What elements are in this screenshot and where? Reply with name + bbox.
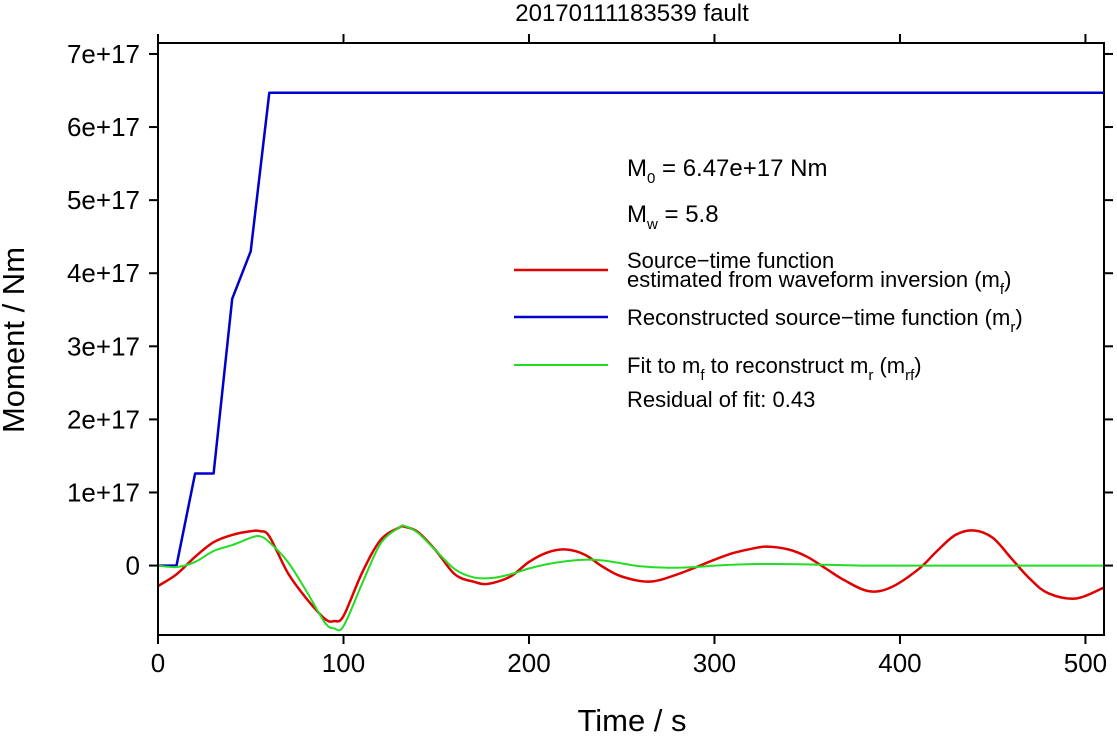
x-tick-label-100: 100 (322, 648, 365, 678)
x-tick-label-300: 300 (693, 648, 736, 678)
x-tick-label-500: 500 (1064, 648, 1107, 678)
mw-annotation: Mw​ = 5.8 (627, 201, 719, 233)
x-tick-label-200: 200 (507, 648, 550, 678)
residual-annotation: Residual of fit: 0.43 (627, 387, 815, 412)
y-tick-label-1e+17: 1e+17 (67, 477, 140, 507)
ticks-layer: 0 100 200 300 400 500 0 1e+17 2e+17 3e+17 4e+17 5e+… (67, 34, 1113, 678)
y-tick-label-0: 0 (126, 551, 140, 581)
x-axis-title: Time / s (577, 703, 686, 736)
series-line-mr (158, 91, 1104, 567)
legend-label-mrf-0: Fit to mf​ to reconstruct mr​ (mrf​) (627, 353, 922, 384)
chart-title: 20170111183539 fault (515, 0, 749, 27)
x-tick-label-400: 400 (878, 648, 921, 678)
annotation-layer: M0​ = 6.47e+17 Nm Mw​ = 5.8 Residual of fi… (627, 155, 827, 412)
legend-label-mf-0: Source−time function (627, 248, 834, 273)
y-tick-label-6e+17: 6e+17 (67, 112, 140, 142)
legend-label-mf-1: estimated from waveform inversion (mf​) (627, 267, 1011, 298)
plot-frame (157, 42, 1105, 636)
series-line-mrf (158, 524, 1104, 632)
m0-annotation: M0​ = 6.47e+17 Nm (627, 155, 827, 187)
y-tick-label-4e+17: 4e+17 (67, 258, 140, 288)
y-tick-label-3e+17: 3e+17 (67, 331, 140, 361)
legend-label-mr-0: Reconstructed source−time function (mr​) (627, 305, 1023, 336)
series-line-mf (158, 524, 1104, 623)
y-tick-label-5e+17: 5e+17 (67, 185, 140, 215)
y-axis-title: Moment / Nm (0, 247, 31, 433)
series-layer (158, 91, 1104, 632)
y-tick-label-7e+17: 7e+17 (67, 39, 140, 69)
y-tick-label-2e+17: 2e+17 (67, 404, 140, 434)
x-tick-label-0: 0 (151, 648, 165, 678)
